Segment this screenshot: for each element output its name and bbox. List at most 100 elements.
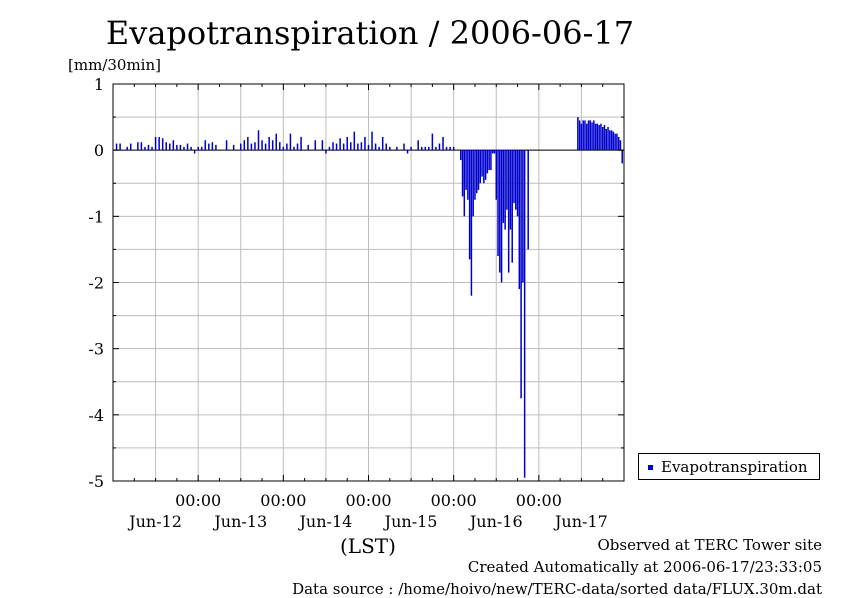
bar	[499, 150, 501, 273]
bar	[204, 140, 207, 151]
bar	[598, 125, 600, 151]
bar	[215, 144, 217, 151]
bar	[475, 150, 478, 194]
bar	[594, 123, 597, 151]
y-tick-label: 0	[94, 141, 104, 160]
bar	[225, 140, 228, 151]
bar	[232, 144, 235, 151]
bar	[360, 142, 363, 151]
bar	[483, 150, 485, 184]
bar	[585, 123, 588, 151]
bar	[582, 120, 584, 151]
y-tick-label: 1	[94, 75, 104, 94]
bar	[515, 150, 517, 210]
bar	[452, 146, 455, 151]
bar	[518, 150, 521, 290]
bar	[257, 130, 260, 151]
bar	[580, 123, 583, 151]
legend: Evapotranspiration	[638, 453, 820, 480]
bar	[511, 150, 513, 263]
bar	[119, 143, 121, 151]
bar	[593, 120, 595, 151]
bar	[460, 150, 462, 161]
bar	[211, 142, 214, 151]
x-date-label: Jun-16	[468, 512, 523, 531]
bar	[126, 146, 128, 151]
bar	[504, 150, 506, 230]
bar	[490, 150, 492, 171]
bar	[486, 150, 489, 174]
bar	[335, 143, 338, 151]
bar	[502, 150, 505, 223]
bar	[467, 150, 469, 200]
bar	[417, 140, 419, 151]
bar	[364, 136, 366, 151]
bar	[403, 143, 405, 151]
bar	[465, 150, 467, 190]
bar	[381, 136, 384, 151]
bar	[596, 123, 599, 151]
bar	[193, 150, 196, 154]
footer-created: Created Automatically at 2006-06-17/23:3…	[467, 558, 822, 576]
bar	[129, 143, 132, 151]
bar	[147, 144, 150, 151]
bar	[243, 140, 246, 151]
bar	[275, 133, 277, 151]
bar	[385, 143, 387, 151]
bar	[151, 146, 153, 151]
x-date-label: Jun-17	[553, 512, 608, 531]
bar	[357, 143, 359, 151]
bar	[197, 146, 199, 151]
y-tick-label: -1	[88, 207, 104, 226]
bar	[367, 144, 370, 151]
bar	[200, 146, 203, 151]
bar	[158, 136, 160, 151]
bar	[428, 146, 430, 151]
bar	[587, 120, 590, 151]
bar	[603, 125, 606, 151]
legend-swatch	[648, 465, 653, 470]
bar	[137, 142, 139, 151]
bar	[325, 150, 327, 154]
y-tick-label: -4	[88, 406, 104, 425]
bar	[183, 146, 185, 151]
bar	[506, 150, 508, 210]
bar	[584, 120, 586, 151]
y-tick-label: -2	[88, 274, 104, 293]
bar	[513, 150, 515, 204]
bar	[431, 133, 434, 151]
bar	[179, 144, 182, 151]
bar	[161, 138, 164, 151]
legend-entry: Evapotranspiration	[661, 458, 808, 476]
bar	[378, 146, 380, 151]
x-time-tick-label: 00:00	[431, 491, 477, 510]
bar	[389, 146, 391, 151]
bar	[619, 140, 622, 151]
bar	[472, 150, 474, 217]
bar-series	[115, 117, 623, 478]
bar	[339, 138, 341, 151]
bar	[279, 142, 281, 151]
bar	[307, 144, 309, 151]
bar	[463, 150, 466, 217]
chart-title: Evapotranspiration / 2006-06-17	[105, 14, 635, 52]
bar	[261, 140, 263, 151]
bar	[589, 120, 592, 151]
bar	[296, 143, 299, 151]
bar	[115, 143, 118, 151]
x-time-tick-label: 00:00	[345, 491, 391, 510]
bar	[328, 146, 331, 151]
grid-lines	[113, 83, 624, 482]
bar	[264, 143, 267, 151]
x-date-label: Jun-14	[298, 512, 353, 531]
bar	[520, 150, 522, 399]
bar	[445, 146, 448, 151]
bar	[435, 146, 437, 151]
bar	[406, 150, 409, 154]
x-time-tick-label: 00:00	[516, 491, 562, 510]
bar	[577, 117, 579, 151]
bar	[516, 150, 519, 217]
x-axis-label: (LST)	[340, 534, 396, 558]
bar	[470, 150, 473, 296]
bar	[353, 131, 356, 151]
